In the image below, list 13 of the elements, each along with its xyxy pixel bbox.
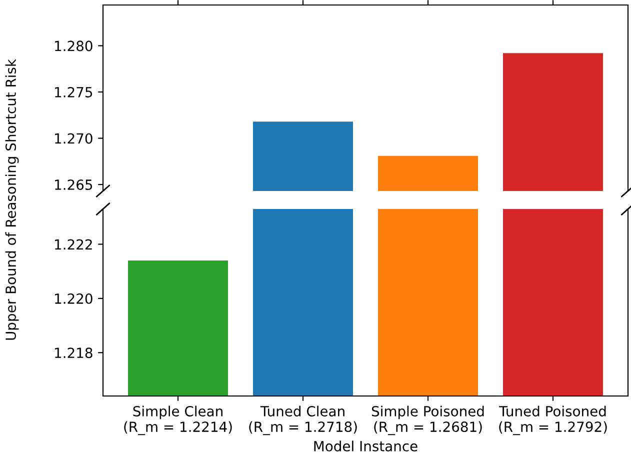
y-tick-label: 1.265 — [55, 179, 92, 190]
y-tick-label: 1.280 — [55, 40, 92, 52]
y-tick-label: 1.270 — [55, 133, 92, 144]
x-tick-label: Tuned Clean (R_m = 1.2718) — [249, 406, 357, 436]
x-axis-title: Model Instance — [314, 440, 418, 452]
y-axis-title: Upper Bound of Reasoning Shortcut Risk — [5, 59, 19, 340]
y-tick-label: 1.222 — [55, 239, 92, 250]
x-tick-label: Simple Poisoned (R_m = 1.2681) — [372, 406, 484, 436]
y-tick-label: 1.220 — [55, 293, 92, 304]
x-tick-label: Tuned Poisoned (R_m = 1.2792) — [499, 406, 607, 436]
x-tick-label: Simple Clean (R_m = 1.2214) — [124, 406, 232, 436]
y-tick-label: 1.218 — [55, 348, 92, 358]
y-tick-label: 1.275 — [55, 86, 92, 98]
